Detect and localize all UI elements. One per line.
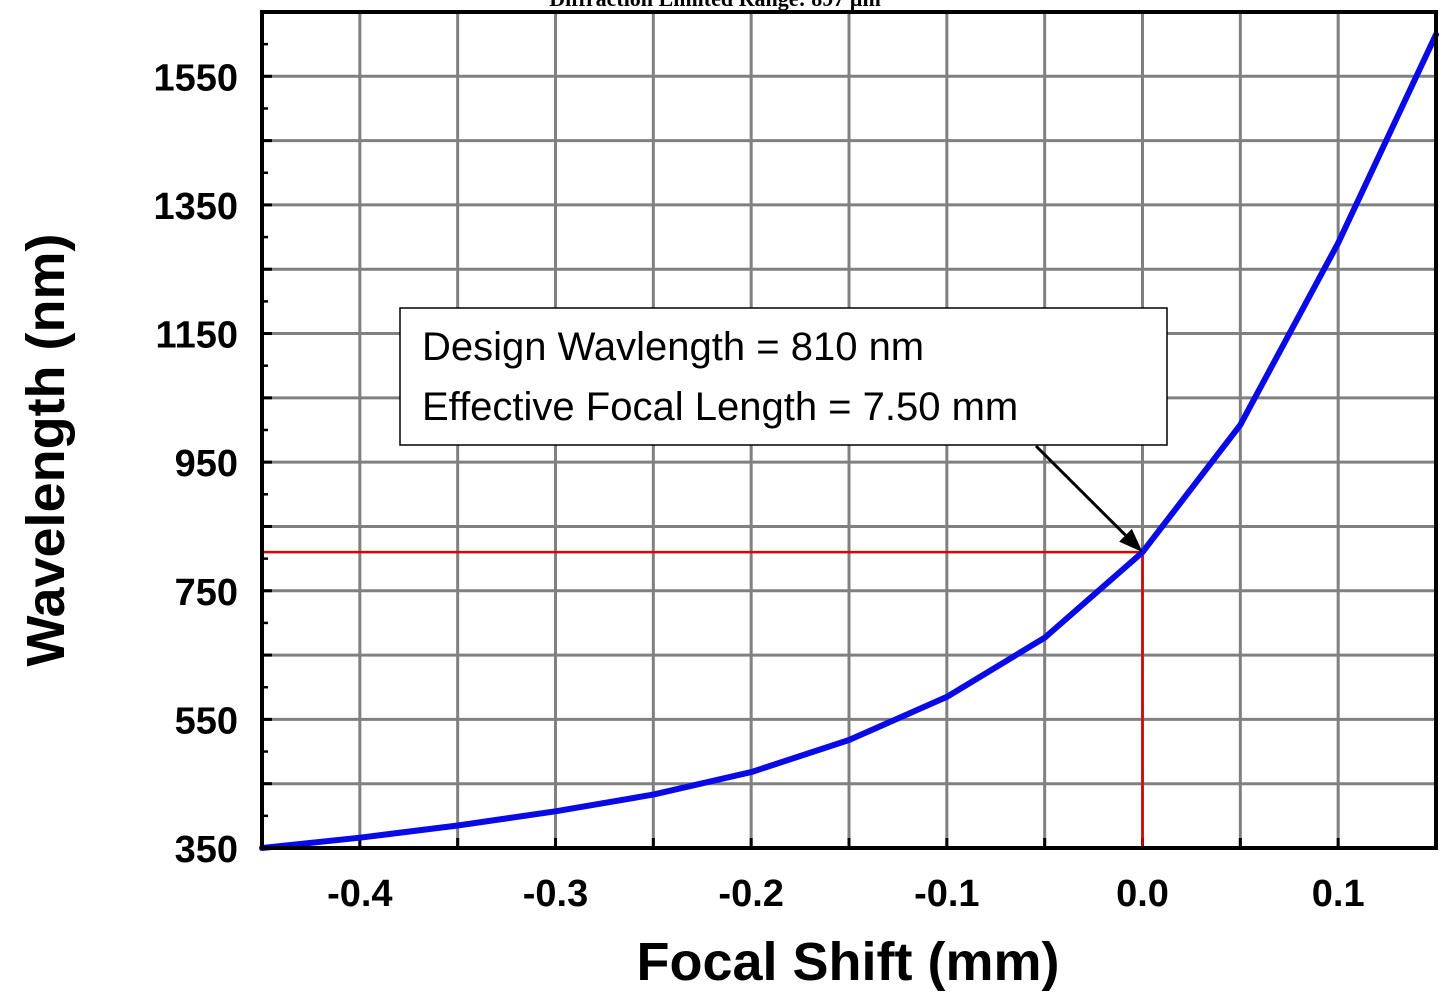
annotation: Design Wavlength = 810 nm Effective Foca… [399, 307, 1168, 553]
x-tick-label: 0.0 [1116, 873, 1169, 915]
annotation-box [399, 307, 1168, 446]
y-tick-label: 1150 [156, 315, 238, 357]
y-tick-label: 350 [175, 829, 238, 871]
x-tick-label: -0.4 [327, 873, 392, 915]
y-axis-title: Wavelength (nm) [16, 233, 76, 666]
x-tick-label: -0.3 [523, 873, 588, 915]
annotation-arrow-head [1119, 528, 1143, 553]
minor-ticks [262, 42, 1340, 848]
annotation-line-2: Effective Focal Length = 7.50 mm [422, 385, 1018, 429]
annotation-arrow-shaft [1034, 444, 1127, 537]
x-tick-label: -0.2 [718, 873, 783, 915]
annotation-line-1: Design Wavlength = 810 nm [422, 325, 924, 369]
y-tick-label: 1550 [153, 57, 238, 99]
chart-title: Diffraction Limited Range: 897 µm [549, 0, 881, 11]
y-tick-labels: 350 550 750 950 1150 1350 1550 [153, 57, 238, 871]
y-tick-label: 1350 [153, 186, 238, 228]
y-tick-label: 950 [175, 443, 238, 485]
y-tick-label: 550 [175, 700, 238, 742]
x-tick-label: 0.1 [1312, 873, 1365, 915]
reference-lines [262, 550, 1144, 848]
series-line [259, 31, 1439, 851]
x-axis-title: Focal Shift (mm) [636, 932, 1059, 992]
x-tick-labels: -0.4 -0.3 -0.2 -0.1 0.0 0.1 [327, 873, 1364, 915]
x-tick-label: -0.1 [914, 873, 979, 915]
y-tick-label: 750 [175, 572, 238, 614]
series-layer [259, 31, 1439, 851]
plot-frame [260, 10, 1438, 850]
